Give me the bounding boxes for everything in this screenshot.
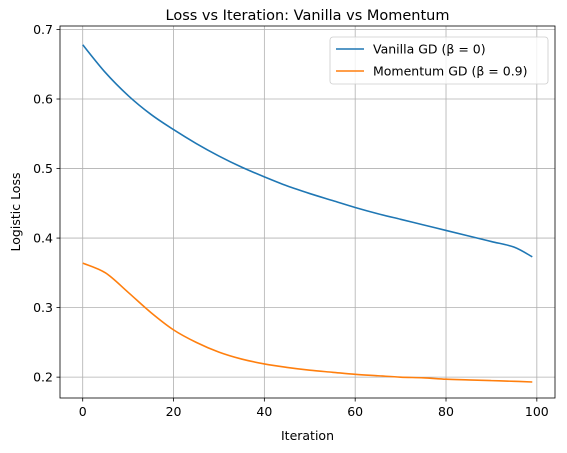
y-tick-label: 0.5 — [33, 161, 53, 176]
y-tick-label: 0.7 — [33, 22, 53, 37]
legend-label: Momentum GD (β = 0.9) — [373, 64, 528, 79]
series-line-momentum — [82, 262, 533, 383]
y-tick-label: 0.2 — [33, 370, 53, 385]
chart-title: Loss vs Iteration: Vanilla vs Momentum — [166, 8, 450, 24]
x-tick-label: 60 — [347, 404, 363, 419]
legend-box — [329, 36, 549, 85]
x-axis-label: Iteration — [281, 428, 334, 443]
series-line-vanilla — [82, 44, 533, 258]
x-tick-label: 0 — [79, 404, 87, 419]
x-tick-label: 80 — [438, 404, 454, 419]
series-layer — [82, 44, 533, 383]
legend-label: Vanilla GD (β = 0) — [373, 42, 486, 57]
plot-area — [60, 26, 555, 398]
legend: Vanilla GD (β = 0) Momentum GD (β = 0.9) — [329, 36, 549, 85]
x-tick-label: 100 — [525, 404, 549, 419]
plot-frame — [59, 25, 556, 399]
y-tick-label: 0.4 — [33, 231, 53, 246]
y-tick-label: 0.6 — [33, 92, 53, 107]
grid-lines — [60, 26, 555, 398]
x-tick-label: 40 — [256, 404, 272, 419]
x-tick-label: 20 — [166, 404, 182, 419]
y-axis-label: Logistic Loss — [8, 173, 23, 252]
y-tick-label: 0.3 — [33, 300, 53, 315]
axis-ticks: 0 20 40 60 80 100 0.2 0.3 0.4 0.5 0.6 0.7 — [33, 22, 549, 419]
